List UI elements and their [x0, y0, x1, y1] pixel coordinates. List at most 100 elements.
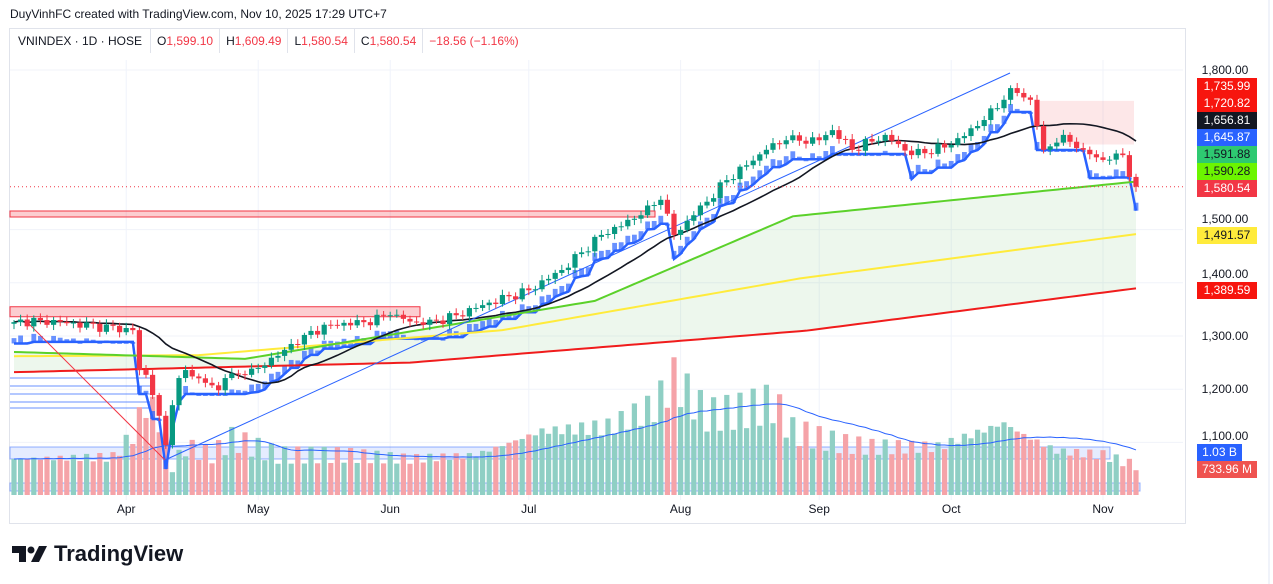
- supertrend-bar: [401, 334, 406, 339]
- candle: [341, 319, 347, 331]
- volume-bar: [433, 461, 439, 495]
- volume-bar: [645, 395, 651, 495]
- volume-bar: [229, 426, 235, 495]
- volume-bar: [268, 443, 274, 495]
- candle: [130, 323, 136, 335]
- tradingview-logo[interactable]: TradingView: [12, 541, 183, 567]
- candle: [453, 308, 459, 320]
- volume-bar: [882, 439, 888, 495]
- volume-bar: [585, 434, 591, 495]
- candle-body: [598, 234, 604, 237]
- volume-bar: [1047, 445, 1053, 495]
- candle: [374, 309, 380, 328]
- volume-label-text: 733.96 M: [1202, 462, 1252, 476]
- candle-body: [1093, 154, 1099, 158]
- volume-bar: [565, 424, 571, 495]
- candle-body: [361, 320, 367, 323]
- volume-bar: [315, 463, 321, 495]
- chart-frame: [9, 28, 1186, 524]
- candle-body: [163, 415, 169, 446]
- candle-body: [222, 378, 228, 391]
- candle: [37, 313, 43, 325]
- volume-bar: [1074, 448, 1080, 495]
- time-tick-label: Jun: [381, 502, 400, 516]
- candle: [255, 363, 261, 374]
- candle: [843, 135, 849, 145]
- candle: [763, 145, 769, 159]
- candle: [829, 124, 835, 138]
- symbol-legend: VNINDEX · 1D · HOSE O1,599.10 H1,609.49 …: [10, 29, 525, 53]
- volume-bar: [480, 450, 486, 495]
- supertrend-bar: [84, 338, 89, 342]
- volume-label-text: 1.03 B: [1202, 445, 1237, 459]
- supertrend-bar: [579, 268, 584, 277]
- supertrend-bar: [500, 310, 505, 319]
- price-label-text: 1,590.28: [1204, 164, 1251, 178]
- candle: [750, 155, 756, 169]
- volume-bar: [532, 435, 538, 495]
- volume-bar: [361, 449, 367, 495]
- candle: [724, 175, 730, 186]
- candle-body: [301, 334, 307, 345]
- candle: [823, 131, 829, 146]
- volume-bar: [777, 394, 783, 495]
- candle-body: [57, 319, 63, 322]
- volume-bar: [902, 453, 908, 495]
- volume-bar: [486, 451, 492, 495]
- volume-bar: [955, 443, 961, 495]
- volume-bar: [664, 407, 670, 495]
- volume-bar: [262, 460, 268, 495]
- candle: [618, 221, 624, 232]
- supertrend-bar: [651, 220, 657, 229]
- candle-body: [288, 343, 294, 350]
- candle: [1067, 132, 1073, 147]
- candle-body: [777, 143, 783, 145]
- volume-bar: [414, 454, 420, 495]
- candle: [737, 164, 743, 185]
- high-label: H: [226, 34, 235, 48]
- supertrend-bar: [460, 332, 466, 338]
- candle-body: [1034, 99, 1040, 127]
- volume-bar: [942, 449, 948, 495]
- volume-bar: [1120, 466, 1126, 495]
- candle: [394, 309, 400, 318]
- candle-body: [948, 145, 954, 148]
- volume-bar: [816, 426, 822, 495]
- candle-body: [942, 143, 948, 148]
- candle-body: [209, 382, 215, 386]
- supertrend-bar: [962, 152, 967, 160]
- candle-body: [922, 148, 928, 154]
- supertrend-bar: [51, 335, 56, 342]
- volume-bar: [948, 437, 954, 495]
- candle-body: [618, 226, 624, 228]
- volume-bar: [704, 431, 710, 495]
- supertrend-bar: [559, 285, 565, 294]
- candle-body: [499, 294, 505, 305]
- volume-bar: [84, 453, 90, 495]
- price-label-text: 1,720.82: [1204, 96, 1251, 110]
- candle: [18, 314, 24, 327]
- volume-bar: [11, 459, 17, 495]
- candle: [400, 310, 406, 324]
- volume-bar: [915, 452, 921, 495]
- volume-bar: [57, 455, 63, 495]
- candle-body: [282, 349, 288, 356]
- candle: [97, 320, 103, 337]
- volume-bar: [631, 403, 637, 495]
- candle: [882, 132, 888, 147]
- volume-bar: [282, 446, 288, 495]
- open-value: 1,599.10: [166, 34, 214, 48]
- symbol-title[interactable]: VNINDEX · 1D · HOSE: [10, 29, 152, 53]
- volume-bar: [1021, 433, 1027, 495]
- candle: [684, 215, 690, 233]
- candle-body: [1107, 159, 1113, 161]
- candle: [84, 317, 90, 330]
- supertrend-bar: [750, 176, 756, 185]
- volume-bar: [552, 426, 558, 495]
- volume-bar: [836, 453, 842, 495]
- candle-body: [262, 365, 268, 368]
- candle: [196, 373, 202, 384]
- candle: [539, 275, 545, 292]
- volume-bar: [1107, 461, 1113, 495]
